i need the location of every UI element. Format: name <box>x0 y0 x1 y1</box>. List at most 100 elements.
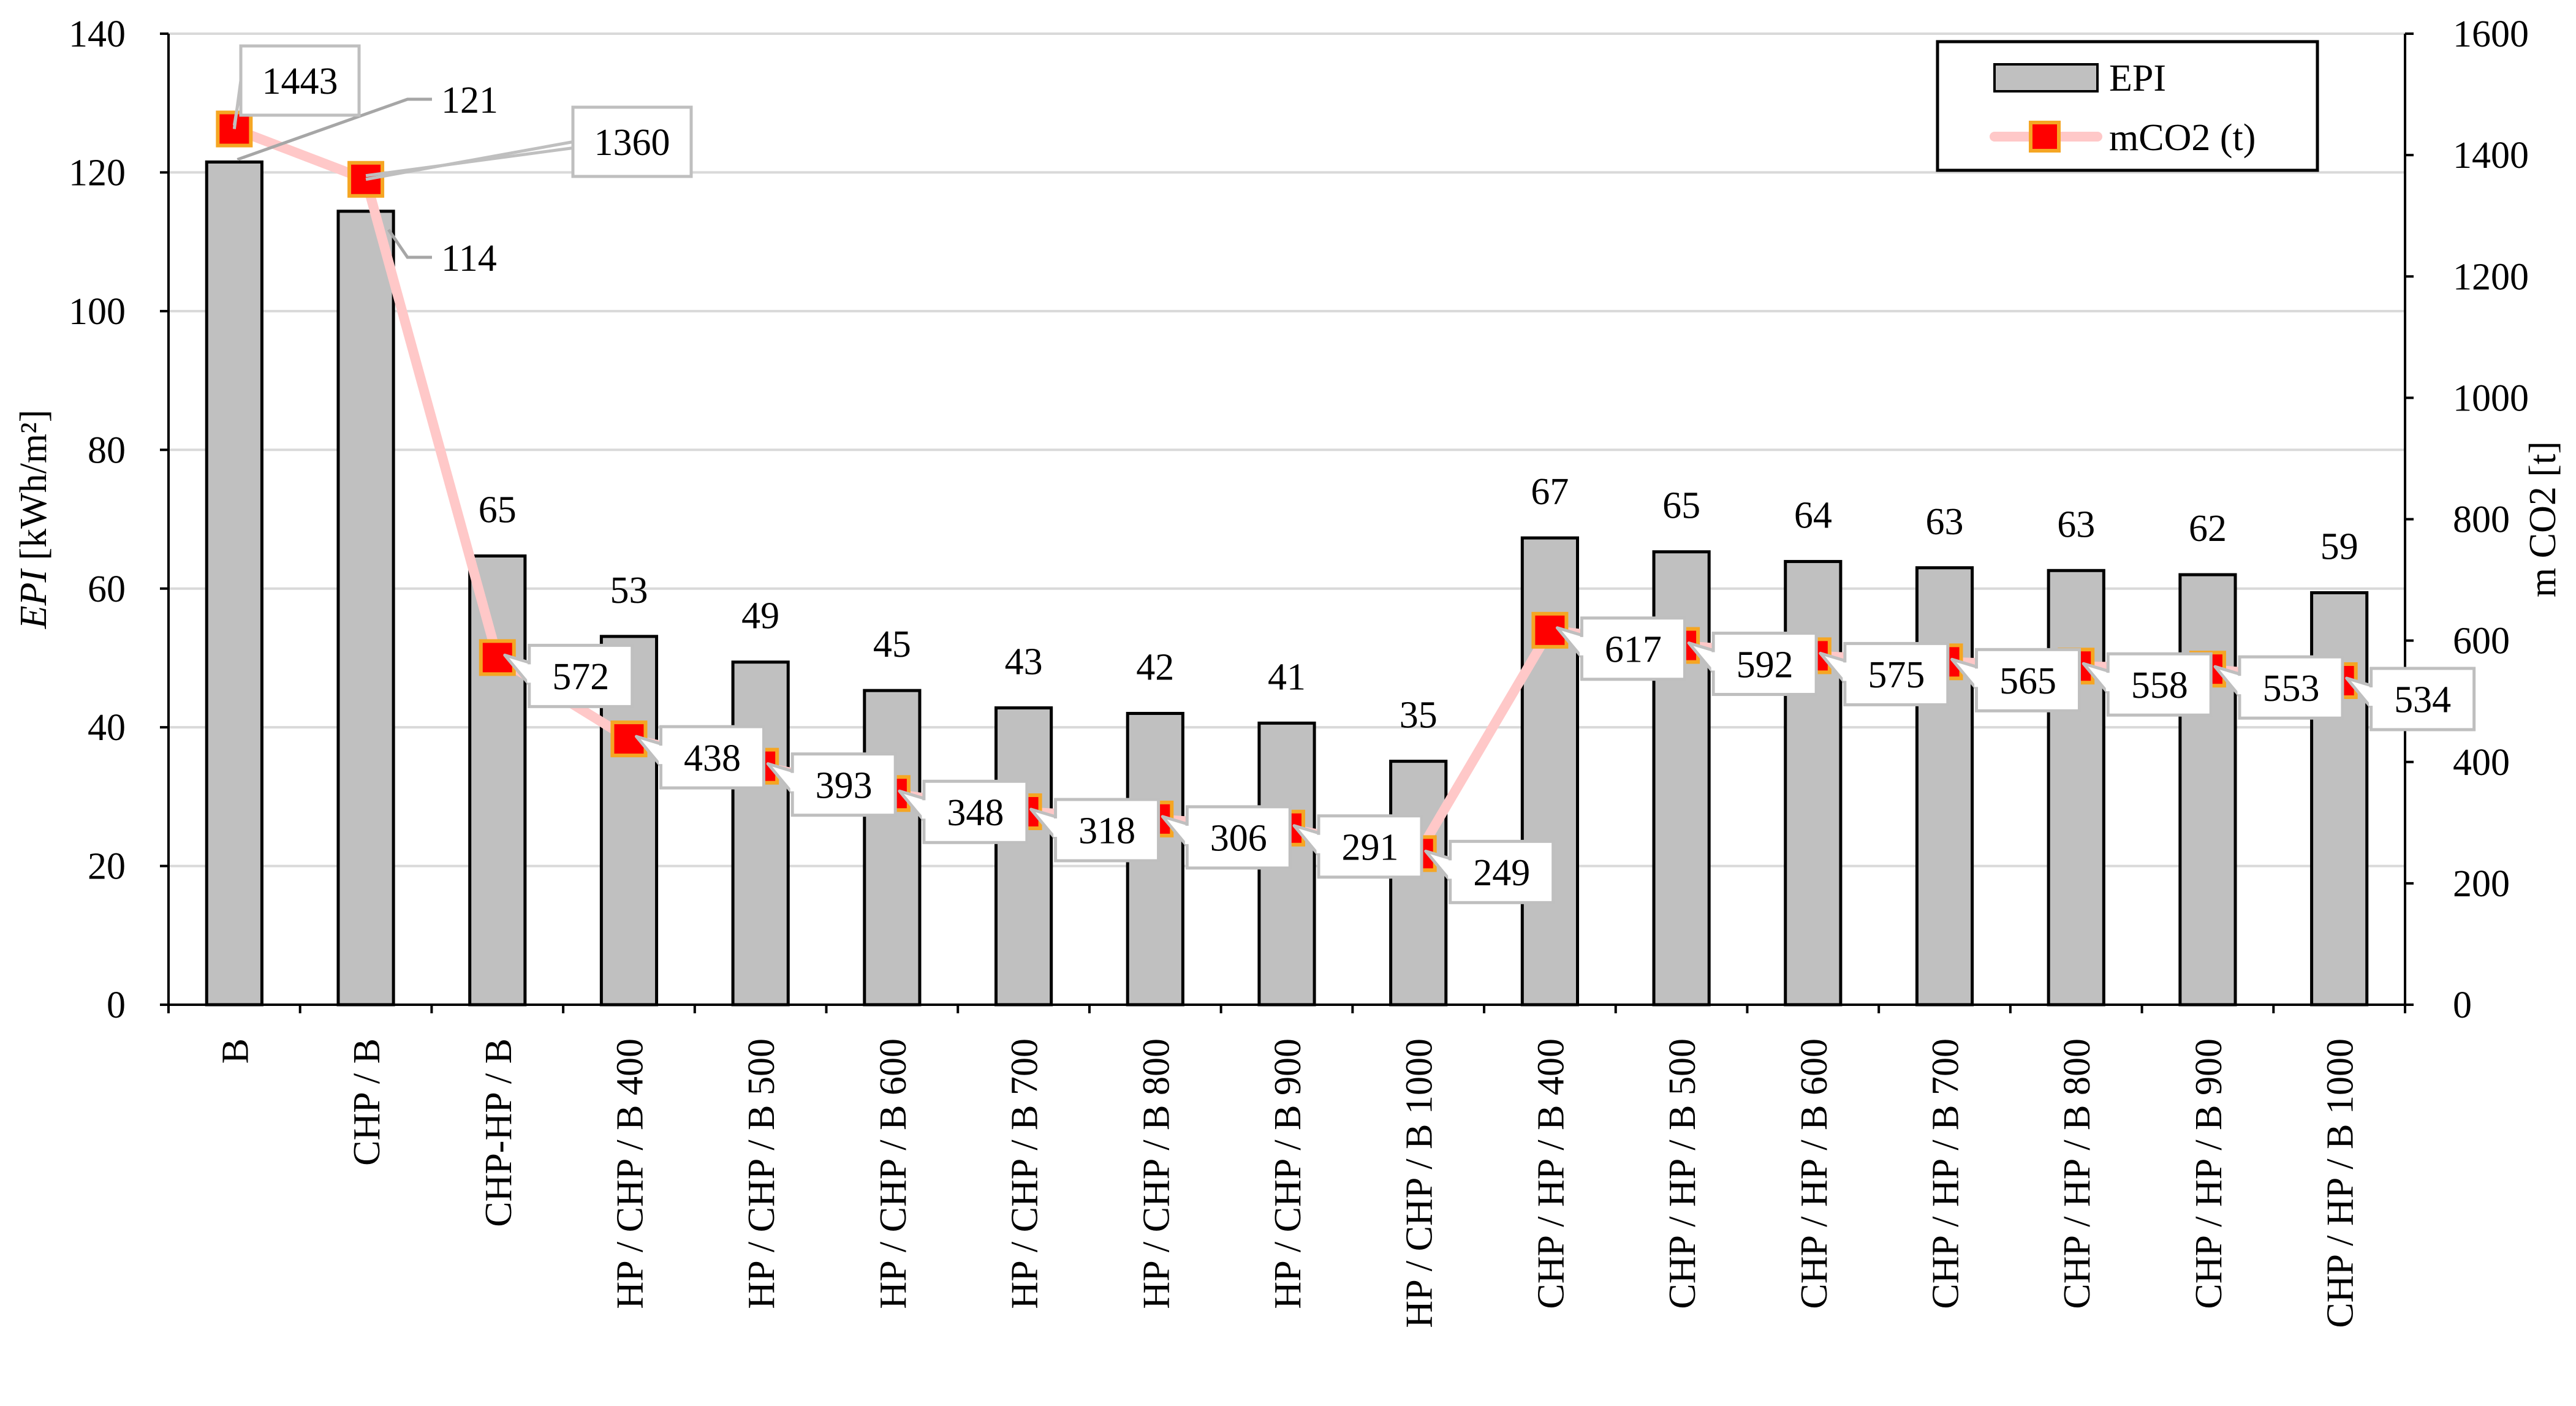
epi-bar <box>2178 573 2237 1007</box>
epi-value-label: 64 <box>1794 495 1832 537</box>
left-tick-label: 20 <box>88 846 126 888</box>
legend-mco2-marker <box>2029 121 2061 153</box>
mco2-value-label: 438 <box>684 738 741 779</box>
mco2-value-label: 572 <box>552 656 609 698</box>
x-category-label: HP / CHP / B 800 <box>1135 1038 1177 1309</box>
x-category-label: CHP / HP / B 600 <box>1794 1038 1835 1309</box>
mco2-callout-box <box>790 752 897 817</box>
epi-bar <box>731 660 790 1007</box>
epi-value-label: 62 <box>2189 508 2227 550</box>
mco2-callout-box <box>1975 648 2082 712</box>
right-tick-label: 600 <box>2453 621 2510 662</box>
mco2-callout-box <box>571 105 693 178</box>
data-label-callouts: 65 53 49 45 43 42 41 35 67 65 64 63 63 62 59 121 114 1443… <box>232 44 2476 904</box>
epi-bar <box>1389 760 1448 1007</box>
mco2-value-label: 318 <box>1078 811 1135 852</box>
epi-bar <box>1520 536 1579 1007</box>
x-category-label: CHP / HP / B 400 <box>1530 1038 1572 1309</box>
epi-bar <box>205 160 263 1007</box>
right-tick-label: 0 <box>2453 985 2472 1026</box>
epi-value-label: 121 <box>441 80 498 121</box>
mco2-value-label: 1443 <box>262 61 338 102</box>
x-category-label: HP / CHP / B 500 <box>741 1038 782 1309</box>
x-category-label: B <box>214 1038 256 1064</box>
mco2-callout-box <box>1449 839 1555 904</box>
epi-leader-line <box>387 229 432 259</box>
epi-value-label: 53 <box>610 570 648 611</box>
left-tick-label: 100 <box>69 291 126 333</box>
x-category-label: CHP / HP / B 900 <box>2188 1038 2230 1309</box>
epi-value-label: 63 <box>1926 501 1964 543</box>
left-tick-label: 60 <box>88 569 126 610</box>
epi-value-label: 35 <box>1400 695 1438 736</box>
mco2-value-label: 306 <box>1210 818 1267 860</box>
epi-value-label: 42 <box>1136 647 1174 689</box>
epi-bar <box>336 210 395 1007</box>
epi-bar <box>863 689 922 1007</box>
mco2-value-label: 534 <box>2394 679 2451 721</box>
mco2-callout-box <box>2238 655 2344 720</box>
epi-value-label: 59 <box>2320 526 2358 568</box>
mco2-callout-box <box>528 643 634 708</box>
mco2-value-label: 592 <box>1737 644 1794 686</box>
epi-bar <box>2310 591 2369 1007</box>
epi-leader-line <box>237 97 432 161</box>
mco2-value-label: 1360 <box>594 122 670 164</box>
x-category-label: HP / CHP / B 900 <box>1267 1038 1309 1309</box>
mco2-leader-line <box>365 146 574 178</box>
mco2-value-label: 249 <box>1473 852 1530 894</box>
epi-value-label: 45 <box>873 624 911 665</box>
x-category-label: HP / CHP / B 600 <box>873 1038 914 1309</box>
mco2-value-label: 575 <box>1868 654 1925 696</box>
epi-bar <box>2047 569 2105 1007</box>
y-left-title: EPI [kWh/m²] <box>13 410 55 630</box>
y-right-title: m CO2 [t] <box>2522 441 2564 597</box>
mco2-callout-box <box>2106 652 2213 717</box>
epi-value-label: 63 <box>2057 504 2095 545</box>
legend-mco2-label: mCO2 (t) <box>2109 117 2256 159</box>
epi-value-label: 114 <box>441 238 497 279</box>
right-tick-label: 1400 <box>2453 135 2529 176</box>
left-tick-label: 120 <box>69 153 126 194</box>
mco2-callout-box <box>1711 632 1818 697</box>
x-category-label: CHP / B <box>346 1038 388 1166</box>
epi-value-label: 67 <box>1531 471 1569 513</box>
epi-bar <box>1915 566 1974 1007</box>
mco2-value-label: 393 <box>816 765 873 806</box>
mco2-callout-box <box>1185 805 1292 870</box>
epi-value-label: 43 <box>1005 641 1043 682</box>
right-tick-label: 1200 <box>2453 256 2529 298</box>
mco2-callout-box <box>1843 641 1950 706</box>
mco2-callout-box <box>1317 814 1423 879</box>
axes: 0204060801001201400200400600800100012001… <box>13 13 2564 1328</box>
y-left-title-rest: [kWh/m²] <box>13 410 55 570</box>
legend-epi-swatch <box>1993 63 2099 93</box>
left-tick-label: 0 <box>107 985 126 1026</box>
x-category-label: CHP-HP / B <box>478 1038 520 1227</box>
y-left-title-italic: EPI <box>13 568 55 630</box>
x-category-label: HP / CHP / B 1000 <box>1399 1038 1441 1328</box>
epi-value-label: 49 <box>741 595 779 637</box>
x-category-label: CHP / HP / B 800 <box>2056 1038 2098 1309</box>
mco2-value-label: 291 <box>1342 826 1399 868</box>
x-category-label: CHP / HP / B 500 <box>1662 1038 1703 1309</box>
right-tick-label: 1000 <box>2453 377 2529 419</box>
epi-value-label: 41 <box>1268 656 1306 698</box>
x-category-label: HP / CHP / B 700 <box>1004 1038 1046 1309</box>
right-tick-label: 400 <box>2453 742 2510 784</box>
epi-bar <box>994 706 1053 1007</box>
left-tick-label: 80 <box>88 429 126 471</box>
mco2-callout-box <box>922 779 1029 844</box>
mco2-callout-box <box>1580 616 1686 681</box>
mco2-value-label: 553 <box>2262 668 2319 709</box>
right-tick-label: 200 <box>2453 863 2510 905</box>
x-category-label: CHP / HP / B 1000 <box>2320 1038 2362 1328</box>
x-category-label: HP / CHP / B 400 <box>609 1038 651 1309</box>
epi-bar <box>1784 560 1843 1007</box>
right-tick-label: 1600 <box>2453 13 2529 55</box>
epi-value-label: 65 <box>1662 485 1700 527</box>
mco2-value-label: 565 <box>1999 660 2056 702</box>
epi-value-label: 65 <box>479 489 517 531</box>
legend: EPI mCO2 (t) <box>1936 40 2319 172</box>
